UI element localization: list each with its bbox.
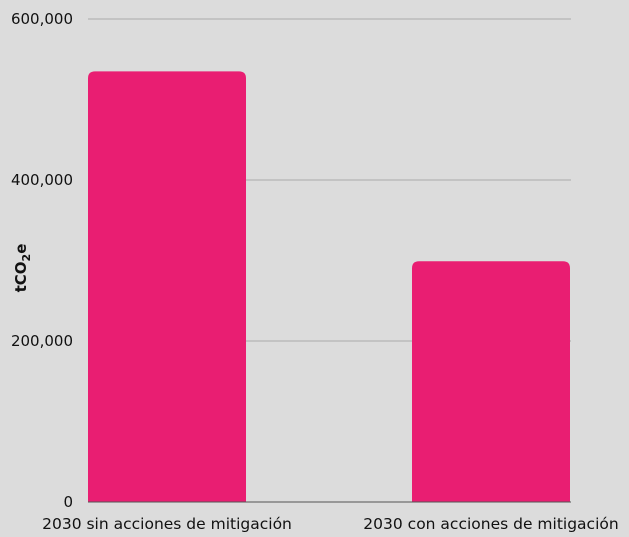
y-tick-label: 0 <box>63 493 73 511</box>
bars <box>88 71 570 502</box>
x-tick-label: 2030 con acciones de mitigación <box>363 515 618 533</box>
x-tick-labels: 2030 sin acciones de mitigación 2030 con … <box>42 515 619 533</box>
y-tick-label: 400,000 <box>11 171 73 189</box>
y-axis-label: tCO2e <box>12 244 33 293</box>
y-axis-label-suffix: e <box>12 244 30 254</box>
y-tick-label: 200,000 <box>11 332 73 350</box>
y-tick-labels: 0 200,000 400,000 600,000 <box>11 10 73 511</box>
bar <box>412 261 570 502</box>
x-tick-label: 2030 sin acciones de mitigación <box>42 515 292 533</box>
y-axis-label-main: tCO <box>12 261 30 292</box>
y-axis-label-subscript: 2 <box>20 254 33 262</box>
y-tick-label: 600,000 <box>11 10 73 28</box>
bar <box>88 71 246 502</box>
